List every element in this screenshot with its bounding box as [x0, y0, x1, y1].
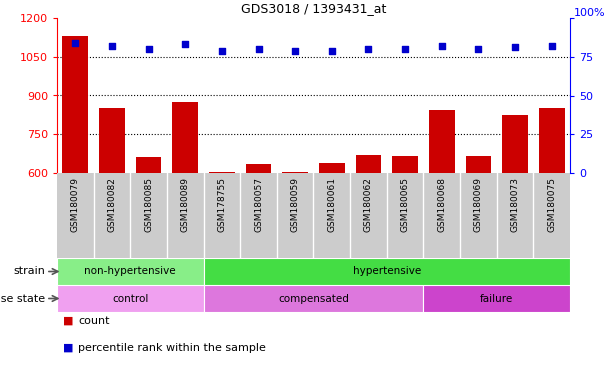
- Text: GSM180062: GSM180062: [364, 177, 373, 232]
- Bar: [392, 156, 418, 173]
- Text: GSM180082: GSM180082: [108, 177, 117, 232]
- Bar: [99, 108, 125, 173]
- Text: non-hypertensive: non-hypertensive: [85, 266, 176, 276]
- Point: [400, 46, 410, 52]
- Bar: [173, 102, 198, 173]
- Text: strain: strain: [13, 266, 45, 276]
- Bar: [429, 110, 455, 173]
- Text: GSM180057: GSM180057: [254, 177, 263, 232]
- Bar: [57, 258, 204, 285]
- Text: GSM180073: GSM180073: [511, 177, 519, 232]
- Point: [71, 40, 80, 46]
- Text: GSM178755: GSM178755: [218, 177, 226, 232]
- Bar: [539, 108, 564, 173]
- Point: [364, 46, 373, 52]
- Bar: [319, 163, 345, 173]
- Text: control: control: [112, 293, 148, 303]
- Text: GSM180069: GSM180069: [474, 177, 483, 232]
- Text: GSM180085: GSM180085: [144, 177, 153, 232]
- Bar: [423, 285, 570, 312]
- Bar: [356, 155, 381, 173]
- Bar: [204, 258, 570, 285]
- Bar: [63, 36, 88, 173]
- Text: GSM180065: GSM180065: [401, 177, 410, 232]
- Point: [510, 45, 520, 51]
- Text: failure: failure: [480, 293, 513, 303]
- Point: [181, 41, 190, 47]
- Text: percentile rank within the sample: percentile rank within the sample: [78, 343, 266, 353]
- Bar: [466, 156, 491, 173]
- Text: GSM180075: GSM180075: [547, 177, 556, 232]
- Text: GSM180068: GSM180068: [437, 177, 446, 232]
- Text: 100%: 100%: [574, 8, 606, 18]
- Point: [254, 46, 263, 52]
- Text: GSM180079: GSM180079: [71, 177, 80, 232]
- Bar: [57, 285, 204, 312]
- Point: [290, 48, 300, 54]
- Point: [143, 46, 153, 52]
- Text: compensated: compensated: [278, 293, 349, 303]
- Text: disease state: disease state: [0, 293, 45, 303]
- Bar: [209, 172, 235, 173]
- Text: GSM180061: GSM180061: [327, 177, 336, 232]
- Title: GDS3018 / 1393431_at: GDS3018 / 1393431_at: [241, 2, 386, 15]
- Text: GSM180089: GSM180089: [181, 177, 190, 232]
- Text: ■: ■: [63, 316, 74, 326]
- Text: hypertensive: hypertensive: [353, 266, 421, 276]
- Text: GSM180059: GSM180059: [291, 177, 300, 232]
- Bar: [246, 164, 271, 173]
- Point: [107, 43, 117, 49]
- Text: ■: ■: [63, 343, 74, 353]
- Bar: [136, 157, 162, 173]
- Point: [547, 43, 556, 49]
- Text: count: count: [78, 316, 110, 326]
- Point: [437, 43, 447, 49]
- Point: [217, 48, 227, 54]
- Bar: [282, 172, 308, 173]
- Point: [474, 46, 483, 52]
- Bar: [204, 285, 423, 312]
- Point: [327, 48, 337, 54]
- Bar: [502, 115, 528, 173]
